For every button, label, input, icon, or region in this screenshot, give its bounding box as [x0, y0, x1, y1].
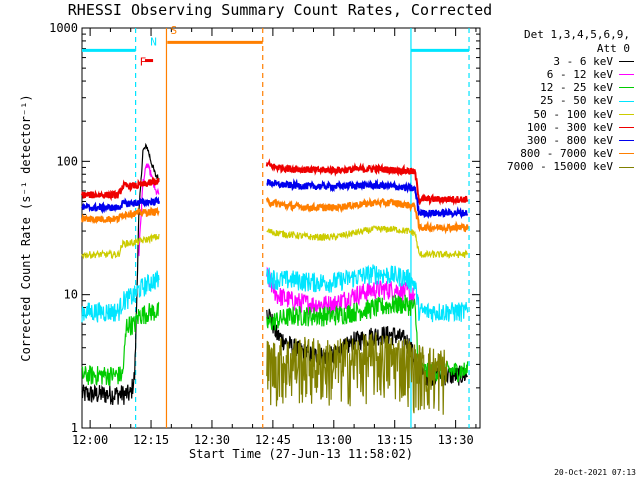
y-axis-label: Corrected Count Rate (s⁻¹ detector⁻¹) — [19, 94, 33, 361]
x-tick-label: 12:00 — [72, 433, 108, 447]
legend-header-line1: Det 1,3,4,5,6,9, — [524, 28, 630, 41]
series-line — [81, 206, 160, 225]
x-tick-label: 13:00 — [316, 433, 352, 447]
series-line — [266, 264, 469, 323]
series-line — [81, 142, 160, 406]
x-tick-label: 12:45 — [255, 433, 291, 447]
legend-entry: 3 - 6 keV — [484, 55, 634, 68]
series-line — [266, 266, 416, 316]
y-tick-label: 100 — [56, 154, 78, 168]
series-line — [138, 162, 160, 257]
x-tick-label: 12:15 — [133, 433, 169, 447]
legend-entry: 300 - 800 keV — [484, 134, 634, 147]
legend-entry: 800 - 7000 keV — [484, 147, 634, 160]
x-tick-label: 13:30 — [438, 433, 474, 447]
legend-entry-label: 800 - 7000 keV — [520, 147, 613, 161]
series-line — [81, 233, 160, 260]
legend-swatch — [619, 166, 634, 168]
plot-frame — [81, 27, 481, 429]
series-line — [81, 270, 160, 323]
y-tick-label: 1 — [71, 421, 78, 435]
legend-entry-label: 7000 - 15000 keV — [507, 160, 613, 174]
series-line — [81, 301, 160, 386]
legend-swatch — [619, 74, 634, 76]
legend-entry: 6 - 12 keV — [484, 68, 634, 81]
y-tick-label: 1000 — [49, 21, 78, 35]
series-line — [81, 196, 160, 214]
legend-header-line2: Att 0 — [596, 41, 630, 55]
x-tick-label: 13:15 — [377, 433, 413, 447]
series-line — [266, 224, 469, 259]
legend-swatch — [619, 100, 634, 102]
legend-swatch — [619, 140, 634, 142]
legend-swatch — [619, 127, 634, 129]
timestamp: 20-Oct-2021 07:13 — [554, 468, 636, 477]
legend-entry: 7000 - 15000 keV — [484, 160, 634, 174]
flag-label-n: N — [150, 35, 157, 48]
series-line — [81, 176, 160, 202]
x-axis-label: Start Time (27-Jun-13 11:58:02) — [189, 447, 413, 461]
y-tick-label: 10 — [64, 288, 78, 302]
legend-entry: 100 - 300 keV — [484, 121, 634, 134]
series-line — [266, 178, 469, 220]
legend-swatch — [619, 113, 634, 115]
chart-title: RHESSI Observing Summary Count Rates, Co… — [67, 1, 493, 19]
legend-entry-label: 12 - 25 keV — [540, 81, 613, 95]
x-tick-label: 12:30 — [194, 433, 230, 447]
legend-entry-label: 50 - 100 keV — [533, 107, 613, 121]
legend-entry: 12 - 25 keV — [484, 81, 634, 94]
flag-label-f: F — [140, 56, 147, 69]
legend-swatch — [619, 87, 634, 89]
legend-swatch — [619, 61, 634, 63]
series-line — [266, 331, 448, 415]
legend-entry-label: 3 - 6 keV — [553, 54, 613, 68]
legend-entry-label: 300 - 800 keV — [526, 133, 613, 147]
legend-entry-label: 6 - 12 keV — [546, 68, 613, 82]
series-line — [265, 196, 469, 235]
flag-label-s: S — [171, 24, 178, 37]
series-line — [265, 158, 469, 206]
legend-entry: 50 - 100 keV — [484, 108, 634, 121]
legend-entry-label: 100 - 300 keV — [526, 120, 613, 134]
legend-swatch — [619, 153, 634, 155]
legend-entry-label: 25 - 50 keV — [540, 94, 613, 108]
legend-entry: 25 - 50 keV — [484, 94, 634, 108]
legend: Det 1,3,4,5,6,9, Att 0 3 - 6 keV 6 - 12 k… — [484, 28, 634, 174]
